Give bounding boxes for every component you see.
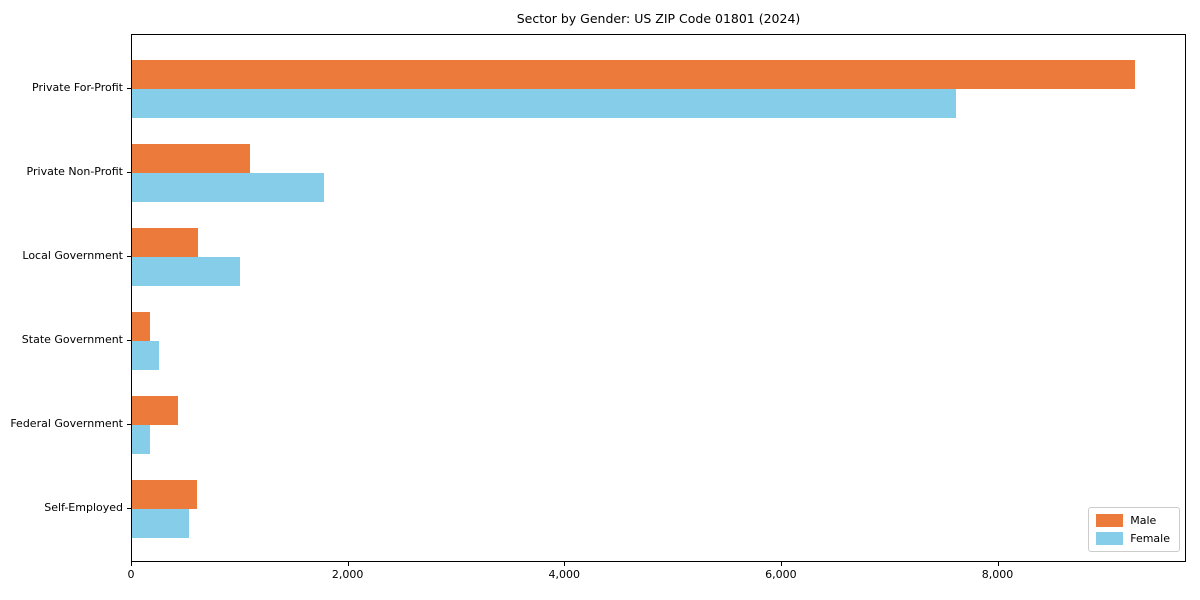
x-tick-mark [131,562,132,566]
legend-item-female: Female [1096,532,1170,545]
y-tick-label-self-employed: Self-Employed [44,501,123,514]
bar-female-federal-government [132,425,150,454]
x-tick-mark [347,562,349,566]
y-tick-mark [127,172,131,173]
x-tick-mark [997,562,999,566]
y-tick-mark [127,88,131,89]
legend-label-female: Female [1130,532,1170,545]
bar-female-local-government [132,257,241,286]
bar-female-self-employed [132,509,189,538]
x-tick-label-6000: 6,000 [765,568,797,581]
x-tick-label-4000: 4,000 [548,568,581,581]
y-tick-label-private-non-profit: Private Non-Profit [26,165,123,178]
y-tick-mark [127,424,131,425]
bar-female-private-for-profit [132,89,956,118]
y-tick-mark [127,340,131,341]
bar-male-private-non-profit [132,144,250,173]
x-tick-label-2000: 2,000 [331,568,364,581]
legend-swatch-male-icon [1096,514,1124,527]
bar-female-private-non-profit [132,173,325,202]
x-tick-mark [564,562,566,566]
bar-male-private-for-profit [132,60,1135,89]
legend-label-male: Male [1130,514,1157,527]
chart-title: Sector by Gender: US ZIP Code 01801 (202… [516,11,801,26]
y-tick-mark [127,256,131,257]
y-tick-mark [127,508,131,509]
bar-male-federal-government [132,396,178,425]
plot-area: Male Female [131,34,1186,562]
bar-female-state-government [132,341,160,370]
legend-swatch-female-icon [1096,532,1124,545]
y-tick-label-federal-government: Federal Government [10,417,123,430]
bar-male-local-government [132,228,198,257]
legend: Male Female [1088,507,1180,552]
y-tick-label-state-government: State Government [21,333,123,346]
legend-item-male: Male [1096,514,1170,527]
x-tick-label-8000: 8,000 [981,568,1014,581]
y-tick-label-private-for-profit: Private For-Profit [32,81,123,94]
bar-male-self-employed [132,480,197,509]
bar-male-state-government [132,312,151,341]
y-tick-label-local-government: Local Government [22,249,123,262]
y-axis: Private For-Profit Private Non-Profit Loca… [0,0,131,600]
x-tick-mark [780,562,782,566]
